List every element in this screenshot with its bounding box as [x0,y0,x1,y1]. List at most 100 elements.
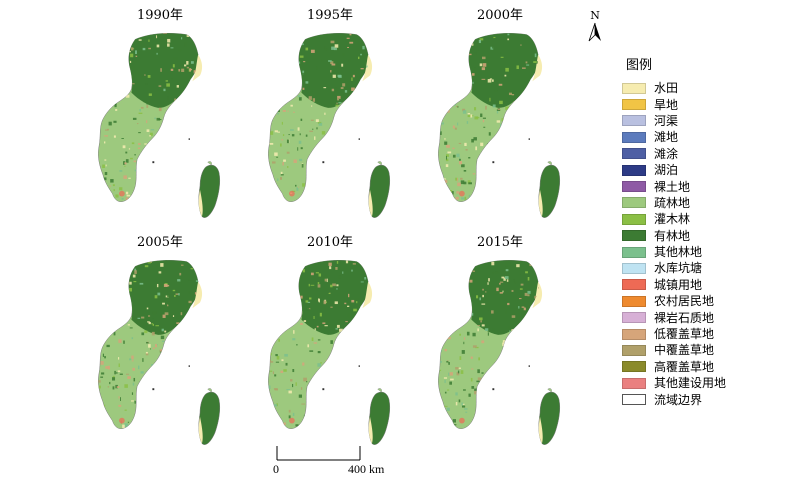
small-island [358,365,360,367]
legend-swatch [622,164,646,176]
taiwan-island [538,164,561,218]
legend-swatch [622,361,646,373]
legend-label: 城镇用地 [654,277,703,292]
scale-end-label: 400 km [348,462,385,476]
legend-label: 低覆盖草地 [654,327,715,342]
northern-forest-region [468,33,539,108]
legend-swatch [622,262,646,274]
northern-forest-region [298,260,369,335]
legend-label: 其他建设用地 [654,376,727,391]
legend-label: 旱地 [654,97,679,112]
legend-swatch [622,115,646,127]
coastal-farmland [362,281,373,309]
taiwan-coastal-plain [198,189,203,217]
taiwan-coastal-plain [368,189,373,217]
small-island [188,365,190,367]
taiwan-island [368,391,391,445]
small-island [358,138,360,140]
legend-label: 水田 [654,81,679,96]
land-use-map [438,33,561,218]
legend-label: 中覆盖草地 [654,343,715,358]
legend-label: 滩地 [654,130,679,145]
panel-year-label: 2010年 [306,235,354,250]
taiwan-coastal-plain [198,416,203,444]
coastal-farmland [532,281,543,309]
legend-item: 有林地 [622,228,792,244]
legend-item: 旱地 [622,96,792,112]
map-panel-1990: 1990年 [60,8,260,223]
north-arrow-icon: N [585,10,605,42]
small-island [528,365,530,367]
legend-item: 其他林地 [622,244,792,260]
map-panel-2005: 2005年 [60,235,260,450]
coastal-farmland [362,54,373,82]
northern-forest-region [468,260,539,335]
legend-list: 水田 旱地 河渠滩地 滩涂湖泊 裸土地 疏林地灌木林 有林地其他林地 水库坑塘 城镇用地农村居民… [622,80,792,408]
legend-swatch [622,344,646,356]
legend-item: 高覆盖草地 [622,359,792,375]
small-island [207,388,212,393]
coastal-farmland [532,54,543,82]
legend-label: 疏林地 [654,195,691,210]
legend-label: 灌木林 [654,212,691,227]
taiwan-coastal-plain [538,416,543,444]
legend-swatch [622,197,646,209]
legend-swatch [622,377,646,389]
panel-year-label: 2000年 [476,8,524,23]
land-use-map [98,33,221,218]
northern-forest-region [128,33,199,108]
legend-item: 裸土地 [622,178,792,194]
small-island [528,138,530,140]
legend-label: 流域边界 [654,392,703,407]
legend-swatch [622,394,646,406]
legend-label: 农村居民地 [654,294,715,309]
legend-swatch [622,148,646,160]
legend-label: 河渠 [654,113,679,128]
map-panel-1995: 1995年 [230,8,430,223]
legend-swatch [622,295,646,307]
north-label: N [590,9,600,22]
legend-swatch [622,131,646,143]
legend-swatch [622,246,646,258]
legend-item: 滩地 [622,129,792,145]
legend-swatch [622,99,646,111]
legend-item: 城镇用地 [622,277,792,293]
small-island [152,161,155,164]
panel-year-label: 2005年 [136,235,184,250]
legend-item: 灌木林 [622,211,792,227]
legend-label: 裸岩石质地 [654,310,715,325]
scale-start-label: 0 [273,462,279,476]
small-island [152,388,155,391]
legend-swatch [622,279,646,291]
legend-label: 裸土地 [654,179,691,194]
legend-item: 中覆盖草地 [622,342,792,358]
legend-item: 农村居民地 [622,293,792,309]
legend-swatch [622,312,646,324]
legend-label: 有林地 [654,228,691,243]
legend-label: 其他林地 [654,245,703,260]
small-island [377,388,382,393]
map-panel-2000: 2000年 [400,8,600,223]
legend-label: 湖泊 [654,163,679,178]
small-island [492,388,495,391]
legend-item: 流域边界 [622,391,792,407]
legend-item: 湖泊 [622,162,792,178]
legend: 图例 水田 旱地 河渠滩地 滩涂湖泊 裸土地 疏林地灌木林 有林地其他林地 水库坑塘 城镇用地农… [622,58,792,408]
legend-label: 滩涂 [654,146,679,161]
small-island [207,161,212,166]
legend-item: 水库坑塘 [622,260,792,276]
taiwan-coastal-plain [538,189,543,217]
legend-item: 低覆盖草地 [622,326,792,342]
legend-item: 滩涂 [622,146,792,162]
legend-title: 图例 [626,58,653,73]
map-panel-2015: 2015年 [400,235,600,450]
legend-label: 高覆盖草地 [654,359,715,374]
panel-year-label: 1990年 [136,8,184,23]
northern-forest-region [128,260,199,335]
small-island [547,161,552,166]
small-island [547,388,552,393]
small-island [188,138,190,140]
taiwan-island [198,391,221,445]
legend-item: 疏林地 [622,195,792,211]
map-panel-2010: 2010年 [230,235,430,450]
